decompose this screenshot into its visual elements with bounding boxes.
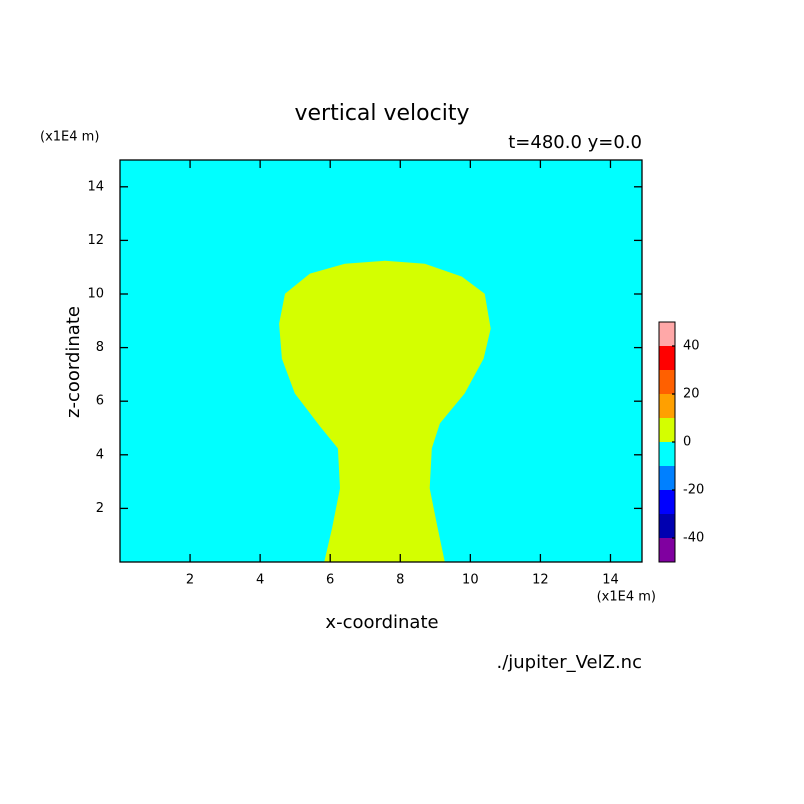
contour-region [279, 260, 491, 562]
x-axis-label: x-coordinate [325, 612, 438, 633]
colorbar-band [659, 538, 675, 562]
colorbar-band [659, 346, 675, 370]
colorbar-tick-label: 0 [683, 435, 691, 450]
plot-frame [119, 159, 643, 563]
colorbar-band [659, 514, 675, 538]
colorbar-band [659, 370, 675, 394]
colorbar-band [659, 466, 675, 490]
y-tick-label: 8 [96, 340, 104, 355]
colorbar-band [659, 418, 675, 442]
colorbar-tick-label: 40 [683, 339, 700, 354]
colorbar-band [659, 442, 675, 466]
colorbar-band [659, 322, 675, 346]
colorbar-tick-label: -20 [683, 483, 704, 498]
colorbar-tick-label: -40 [683, 531, 704, 546]
y-tick-label: 4 [96, 447, 104, 462]
y-tick-label: 2 [96, 501, 104, 516]
source-label: ./jupiter_VelZ.nc [496, 652, 642, 673]
x-tick-label: 12 [532, 573, 549, 588]
x-tick-label: 6 [326, 573, 334, 588]
y-tick-label: 12 [87, 233, 104, 248]
y-tick-label: 6 [96, 394, 104, 409]
colorbar-band [659, 490, 675, 514]
x-tick-label: 8 [396, 573, 404, 588]
chart-subtitle: t=480.0 y=0.0 [508, 132, 642, 153]
x-tick-label: 4 [256, 573, 264, 588]
y-tick-label: 10 [87, 287, 104, 302]
x-tick-label: 10 [462, 573, 479, 588]
y-axis-label: z-coordinate [63, 306, 84, 418]
x-tick-label: 14 [602, 573, 619, 588]
x-unit: (x1E4 m) [597, 590, 656, 605]
y-tick-label: 14 [87, 179, 104, 194]
chart-title: vertical velocity [294, 101, 469, 126]
x-tick-label: 2 [186, 573, 194, 588]
colorbar-band [659, 394, 675, 418]
colorbar-tick-label: 20 [683, 387, 700, 402]
y-unit: (x1E4 m) [40, 130, 99, 145]
